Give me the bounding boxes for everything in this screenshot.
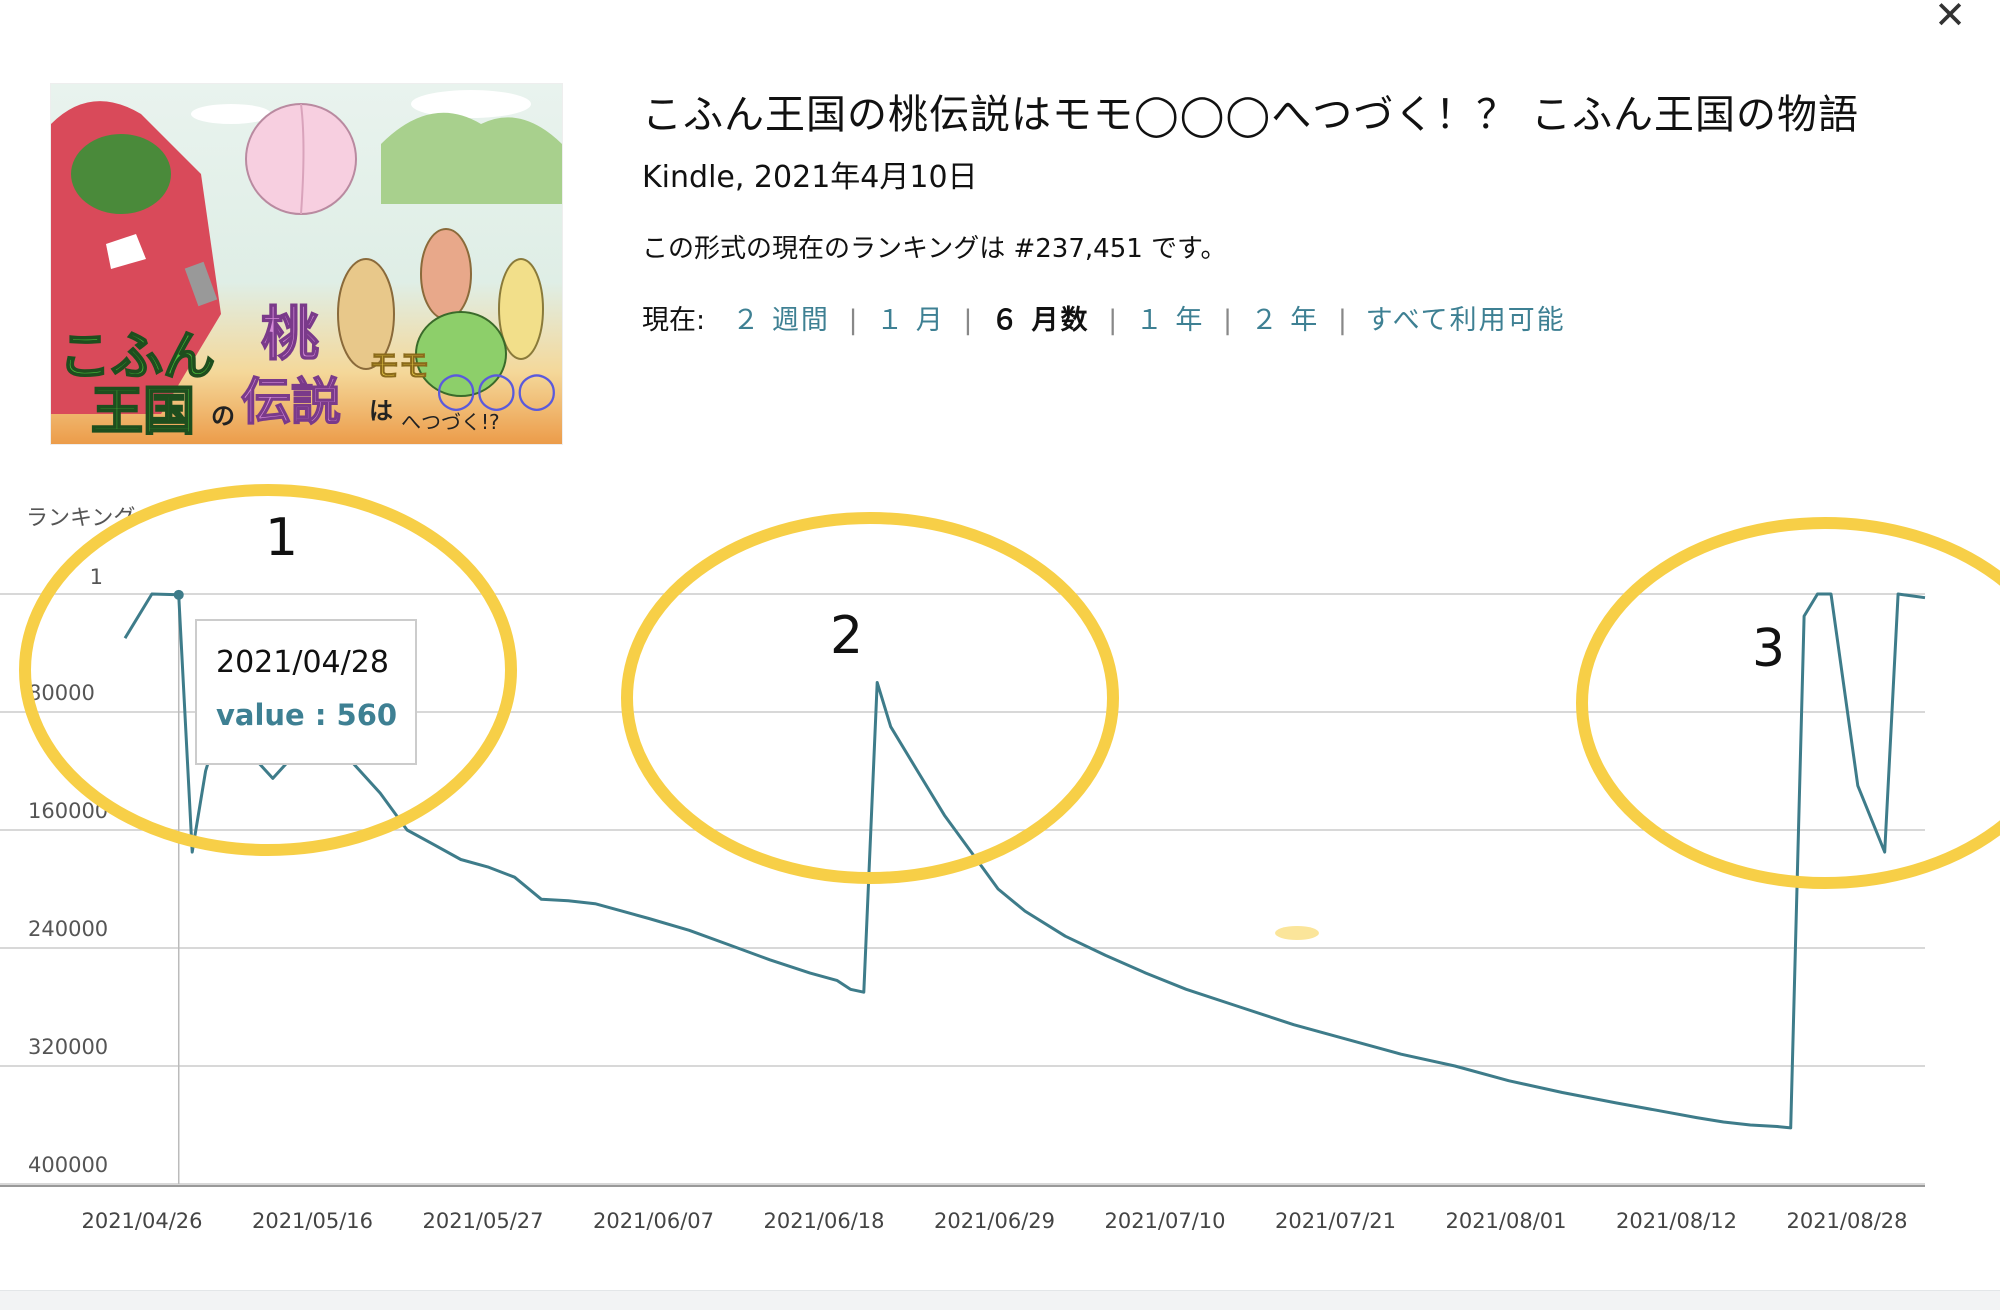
tooltip-point xyxy=(173,589,184,600)
cover-text-no: の xyxy=(211,402,235,430)
highlight-circle-2 xyxy=(621,512,1119,884)
cover-text-ha: は xyxy=(369,397,393,425)
ranking-chart: 1 80000 160000 240000 320000 400000 2021/04/2… xyxy=(0,480,2000,1280)
range-option-6-months[interactable]: ６ 月数 xyxy=(991,305,1090,336)
annotation-label-3: 3 xyxy=(1752,619,1785,679)
cover-text-circles: ◯◯◯ xyxy=(436,370,557,411)
range-selector: 現在: ２ 週間 | １ 月 | ６ 月数 | １ 年 | ２ 年 | すべて利… xyxy=(642,298,1566,337)
book-format-date: Kindle, 2021年4月10日 xyxy=(642,160,978,195)
annotation-label-2: 2 xyxy=(830,606,863,666)
range-separator: | xyxy=(963,305,973,336)
range-separator: | xyxy=(848,305,858,336)
x-tick-label: 2021/06/18 xyxy=(763,1209,884,1233)
highlight-smudge xyxy=(1275,926,1319,940)
range-selector-label: 現在: xyxy=(642,305,706,336)
range-option-all[interactable]: すべて利用可能 xyxy=(1365,305,1566,336)
x-tick-label: 2021/08/01 xyxy=(1445,1209,1566,1233)
y-tick-label: 400000 xyxy=(28,1153,108,1177)
range-option-2-weeks[interactable]: ２ 週間 xyxy=(732,305,830,336)
book-title: こふん王国の桃伝説はモモ◯◯◯へつづく！？ こふん王国の物語 xyxy=(642,92,1860,138)
cover-text-kofun: こふん xyxy=(59,327,215,387)
range-separator: | xyxy=(1337,305,1347,336)
range-separator: | xyxy=(1108,305,1118,336)
x-tick-label: 2021/07/10 xyxy=(1104,1209,1225,1233)
x-tick-label: 2021/05/27 xyxy=(422,1209,543,1233)
cover-text-oukoku: 王国 xyxy=(91,382,195,442)
range-option-1-year[interactable]: １ 年 xyxy=(1135,305,1205,336)
range-separator: | xyxy=(1222,305,1233,336)
cover-text-tsuzuku: へつづく!? xyxy=(401,410,500,434)
x-tick-label: 2021/06/07 xyxy=(593,1209,714,1233)
dialog-bottom-strip xyxy=(0,1290,2000,1310)
x-tick-label: 2021/04/26 xyxy=(81,1209,202,1233)
x-tick-label: 2021/05/16 xyxy=(252,1209,373,1233)
highlight-circle-3 xyxy=(1576,517,2000,889)
y-tick-label: 320000 xyxy=(28,1035,108,1059)
tooltip-date: 2021/04/28 xyxy=(216,645,389,680)
x-tick-label: 2021/08/12 xyxy=(1616,1209,1737,1233)
current-ranking-text: この形式の現在のランキングは #237,451 です。 xyxy=(642,234,1227,264)
cover-text-momo-kana: モモ xyxy=(369,349,429,384)
tooltip: 2021/04/28 value : 560 xyxy=(195,619,417,765)
x-tick-label: 2021/06/29 xyxy=(934,1209,1055,1233)
highlight-circle-1 xyxy=(19,484,517,856)
annotation-label-1: 1 xyxy=(265,508,298,568)
y-tick-label: 80000 xyxy=(28,681,95,705)
tooltip-value: value : 560 xyxy=(216,698,397,732)
close-button[interactable]: ✕ xyxy=(1934,0,1966,37)
range-option-1-month[interactable]: １ 月 xyxy=(876,305,945,336)
x-tick-label: 2021/08/28 xyxy=(1786,1209,1907,1233)
y-tick-label: 1 xyxy=(90,565,103,589)
y-tick-label: 240000 xyxy=(28,917,108,941)
cover-text-densetsu: 伝説 xyxy=(241,373,341,431)
cover-text-momo: 桃 xyxy=(261,300,319,368)
x-tick-label: 2021/07/21 xyxy=(1275,1209,1396,1233)
range-option-2-years[interactable]: ２ 年 xyxy=(1250,305,1320,336)
book-cover-image: こふん 王国 の 桃 伝説 は モモ ◯◯◯ へつづく!? xyxy=(50,83,563,445)
